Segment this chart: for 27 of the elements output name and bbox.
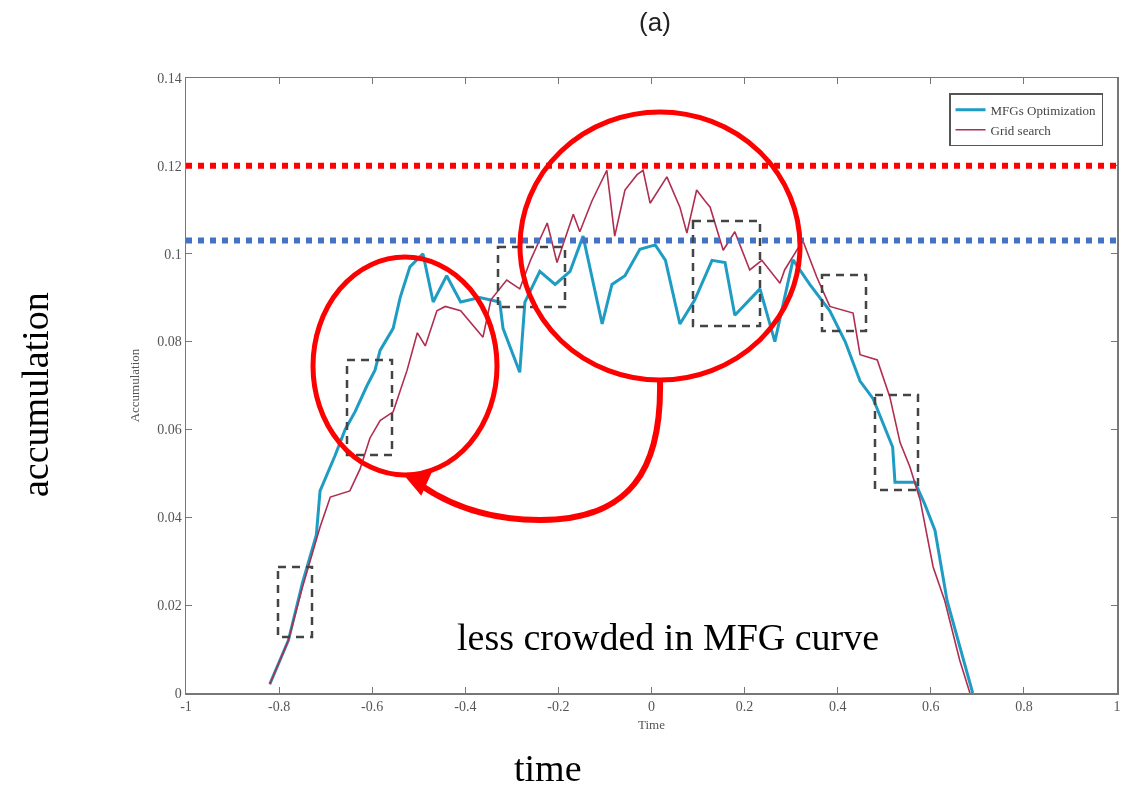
y-tick-label: 0.12 [157,158,182,174]
y-tick-label: 0.06 [157,422,182,438]
legend-label: MFGs Optimization [990,102,1097,118]
x-axis-title: Time [638,716,666,732]
x-tick-label: 0.6 [922,699,940,715]
x-tick-label: -0.8 [268,699,291,715]
x-tick-label: -0.6 [361,699,384,715]
x-tick-label: -0.2 [547,699,570,715]
x-tick-label: 0.8 [1015,699,1033,715]
annotation: less crowded in MFG curve [457,616,880,658]
legend-label: Grid search [990,122,1052,138]
y-tick-label: 0 [174,685,182,701]
x-tick-label: 0.4 [828,699,847,715]
chart-title: (a) [639,7,671,38]
y-tick-label: 0.08 [157,334,182,350]
y-tick-label: 0.04 [157,510,182,526]
y-tick-label: 0.1 [164,246,182,262]
x-tick-label: 0.2 [735,699,754,715]
y-tick-label: 0.14 [157,70,182,86]
text: accumulation [14,292,56,497]
x-tick-label: -1 [180,699,192,715]
y-axis-title: Accumulation [127,348,143,423]
text: time [514,747,582,789]
y-tick-label: 0.02 [157,598,182,614]
x-tick-label: 0 [648,699,655,715]
x-tick-label: -0.4 [454,699,477,715]
x-tick-label: 1 [1113,699,1121,715]
